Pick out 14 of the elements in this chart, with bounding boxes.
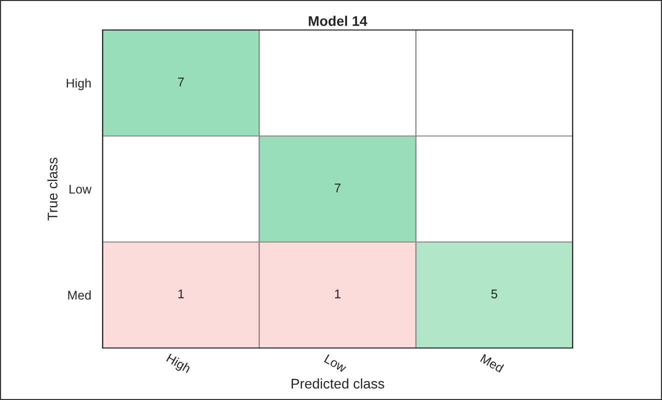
data-label: 1 [335,290,340,298]
chart-title: Model 14 [308,16,368,26]
data-label: 7 [334,184,340,192]
data-label: 5 [491,290,498,298]
data-label: 7 [178,78,184,86]
x-tick-label: Low [324,354,348,373]
data-label: 1 [178,290,184,298]
x-axis-title: Predicted class [292,378,384,389]
x-tick-label: Med [480,354,504,373]
x-tick-label: High [164,353,192,376]
y-tick-label: High [66,78,91,90]
y-tick-label: Med [68,290,91,300]
y-axis-title: True class [47,158,58,220]
y-tick-label: Low [70,184,92,194]
